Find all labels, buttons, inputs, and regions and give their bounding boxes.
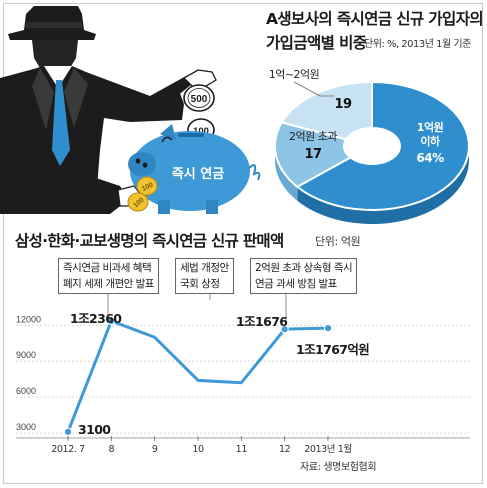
gold-coins-icon: 100 100 bbox=[127, 176, 158, 212]
data-label-aug: 1조2360 bbox=[70, 311, 122, 326]
infographic-frame bbox=[3, 3, 483, 484]
pie-value-1to2eok: 19 bbox=[334, 97, 352, 112]
tie-shape bbox=[52, 80, 70, 166]
callout-1-line1: 즉시연금 비과세 혜택 bbox=[63, 262, 152, 274]
x-tick-label-5: 12 bbox=[279, 444, 291, 455]
data-label-dec: 1조1676 bbox=[236, 314, 288, 329]
pie-label-over-2eok: 2억원 초과 bbox=[289, 130, 337, 143]
data-point-0 bbox=[63, 427, 73, 436]
coin-500-icon: 500 bbox=[183, 84, 215, 112]
line-chart-title: 삼성·한화·교보생명의 즉시연금 신규 판매액 bbox=[15, 232, 284, 250]
x-tick-label-1: 8 bbox=[109, 444, 115, 455]
callout-tax-exemption-removal: 즉시연금 비과세 혜택 폐지 세제 개편안 발표 bbox=[58, 258, 159, 294]
pie-leader-line bbox=[293, 81, 334, 97]
hat-icon bbox=[8, 6, 96, 40]
svg-text:500: 500 bbox=[191, 94, 208, 105]
pie-label-1eok-line2: 이하 bbox=[420, 134, 441, 148]
svg-text:100: 100 bbox=[141, 182, 155, 193]
pie-chart-title: A생보사의 즉시연금 신규 가입자의 bbox=[266, 10, 484, 28]
x-tick-label-2: 9 bbox=[152, 444, 158, 455]
y-tick-label-9000: 9000 bbox=[16, 350, 36, 360]
callout-2-line1: 세법 개정안 bbox=[180, 262, 229, 274]
head-shape bbox=[32, 40, 78, 68]
shirt-collar bbox=[44, 66, 72, 88]
line-chart-unit-note: 단위: 억원 bbox=[315, 235, 361, 248]
y-tick-label-3000: 3000 bbox=[16, 422, 36, 432]
pie-label-1to2eok: 1억~2억원 bbox=[269, 68, 320, 81]
callout-3-line1: 2억원 초과 상속형 즉시 bbox=[255, 262, 353, 274]
callout-3-line2: 연금 과세 방침 발표 bbox=[255, 278, 337, 290]
x-tick-label-0: 2012. 7 bbox=[51, 444, 85, 455]
pie-chart-unit-note: 단위: %, 2013년 1월 기준 bbox=[364, 39, 471, 50]
data-label-jul: 3100 bbox=[78, 422, 111, 437]
pie-chart-subtitle: 가입금액별 비중 bbox=[266, 34, 367, 52]
x-tick-label-3: 10 bbox=[192, 444, 204, 455]
pie-value-over-2eok: 17 bbox=[304, 147, 322, 162]
donut-side-1 bbox=[275, 146, 298, 201]
source-note: 자료: 생명보험협회 bbox=[300, 462, 377, 473]
data-label-jan: 1조1767억원 bbox=[296, 342, 370, 357]
data-point-5 bbox=[280, 325, 289, 334]
pie-label-1eok-line1: 1억원 bbox=[417, 120, 444, 134]
y-tick-label-12000: 12000 bbox=[16, 314, 41, 324]
data-point-1 bbox=[107, 316, 116, 326]
data-point-6 bbox=[323, 323, 333, 333]
x-tick-label-4: 11 bbox=[236, 444, 248, 455]
svg-text:즉시 연금: 즉시 연금 bbox=[172, 167, 224, 182]
svg-text:100: 100 bbox=[193, 126, 209, 137]
donut-side-0 bbox=[297, 146, 469, 224]
callout-2-line2: 국회 상정 bbox=[180, 278, 220, 290]
callout-inheritance-tax-plan: 2억원 초과 상속형 즉시 연금 과세 방침 발표 bbox=[250, 258, 358, 294]
callout-tax-bill-submission: 세법 개정안 국회 상정 bbox=[175, 258, 234, 294]
x-tick-label-6: 2013년 1월 bbox=[304, 443, 352, 455]
donut-hole bbox=[344, 128, 400, 164]
pie-value-1eok: 64% bbox=[416, 151, 444, 165]
y-tick-label-6000: 6000 bbox=[16, 386, 36, 396]
callout-1-line2: 폐지 세제 개편안 발표 bbox=[63, 278, 154, 290]
piggy-bank-icon: 즉시 연금 bbox=[128, 124, 261, 214]
series-line bbox=[66, 319, 329, 433]
